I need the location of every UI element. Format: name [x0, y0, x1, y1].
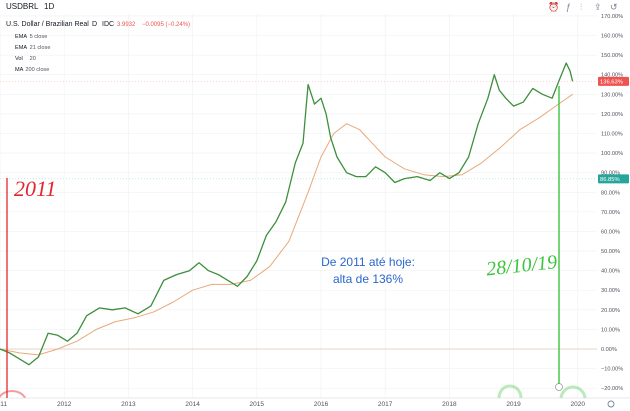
- y-tick-label: 80.00%: [601, 190, 620, 196]
- event-dot: [555, 383, 563, 391]
- legend-interval: D: [92, 21, 97, 28]
- indicator-param: 20: [30, 56, 36, 62]
- y-tick-label: 150.00%: [601, 53, 623, 59]
- y-tick-label: 50.00%: [601, 249, 620, 255]
- alert-icon[interactable]: ⏰: [548, 2, 560, 12]
- price-badge: [598, 76, 629, 86]
- y-tick-label: −10.00%: [601, 367, 623, 373]
- publish-icon[interactable]: ⇪: [594, 2, 602, 12]
- x-tick-label: 2017: [378, 401, 393, 408]
- indicator-param: 21 close: [30, 45, 51, 51]
- chart-legend: U.S. Dollar / Brazilian Real D IDC 3.993…: [6, 21, 190, 73]
- annotation-markers: [0, 60, 630, 411]
- y-tick-label: 0.00%: [601, 347, 617, 353]
- price-badges: 136.63% 86.85%: [0, 76, 629, 184]
- y-tick-label: 100.00%: [601, 151, 623, 157]
- indicators-icon[interactable]: ƒ: [566, 2, 572, 12]
- date-annotation-right: 28/10/19: [485, 86, 560, 384]
- y-tick-label: 20.00%: [601, 308, 620, 314]
- settings-gear-icon: [607, 400, 615, 408]
- indicator-param: 5 close: [30, 34, 48, 40]
- symbol-label[interactable]: USDBRL: [6, 2, 39, 11]
- y-tick-label: 10.00%: [601, 327, 620, 333]
- x-tick-label: 2012: [57, 401, 72, 408]
- indicator-param: 200 close: [25, 67, 49, 73]
- year-annotation-left: 2011: [6, 176, 56, 398]
- top-toolbar: USDBRL 1D ⏰ ƒ ⫶ ⇪ ↺: [0, 0, 630, 14]
- x-axis: 2011 2012 2013 2014 2015 2016 2017 2018 2019 2020: [0, 397, 630, 411]
- y-tick-label: 30.00%: [601, 288, 620, 294]
- x-tick-label: 2013: [121, 401, 136, 408]
- callout-line-2: alta de 136%: [333, 272, 403, 286]
- y-axis: −20.00% −10.00% 0.00% 10.00% 20.00% 30.00% 40.…: [597, 14, 630, 398]
- price-badge-label: 86.85%: [600, 177, 620, 183]
- indicator-name: EMA: [15, 45, 27, 51]
- year-annotation-text: 2011: [14, 176, 56, 201]
- indicator-name: EMA: [15, 34, 27, 40]
- y-tick-label: 40.00%: [601, 269, 620, 275]
- chart-grid: [0, 14, 597, 398]
- interval-label[interactable]: 1D: [44, 2, 55, 11]
- price-badge-label: 136.63%: [600, 80, 623, 86]
- indicator-name: Vol: [15, 56, 23, 62]
- y-tick-label: 60.00%: [601, 229, 620, 235]
- indicator-name: MA: [15, 67, 24, 73]
- date-annotation-text: 28/10/19: [485, 251, 558, 280]
- y-tick-label: 120.00%: [601, 112, 623, 118]
- settings-sliders-icon[interactable]: ⫶: [580, 2, 583, 12]
- x-tick-label: 2018: [442, 401, 457, 408]
- legend-change: −0.0095 (−0.24%): [142, 22, 190, 28]
- price-series: [0, 62, 574, 366]
- y-tick-label: 130.00%: [601, 92, 623, 98]
- y-tick-label: 90.00%: [601, 171, 620, 177]
- x-tick-label: 2011: [0, 401, 7, 408]
- y-tick-label: 170.00%: [601, 14, 623, 20]
- y-tick-label: 160.00%: [601, 34, 623, 40]
- x-axis-bg: [0, 398, 597, 411]
- undo-icon[interactable]: ↺: [610, 2, 618, 12]
- x-tick-label: 2015: [250, 401, 265, 408]
- x-tick-label: 2020: [571, 401, 586, 408]
- y-tick-label: 110.00%: [601, 132, 623, 138]
- legend-price: 3.9932: [117, 22, 136, 28]
- price-badge: [598, 174, 629, 184]
- y-axis-bg: [597, 14, 630, 398]
- callout-line-1: De 2011 até hoje:: [321, 255, 415, 269]
- x-tick-label: 2014: [185, 401, 200, 408]
- price-line: [0, 62, 574, 366]
- ema-line: [0, 93, 573, 356]
- y-tick-label: −20.00%: [601, 386, 623, 392]
- x-tick-label: 2019: [506, 401, 521, 408]
- legend-title: U.S. Dollar / Brazilian Real: [6, 21, 89, 28]
- legend-source: IDC: [102, 21, 114, 28]
- y-tick-label: 140.00%: [601, 73, 623, 79]
- y-tick-label: 70.00%: [601, 210, 620, 216]
- x-tick-label: 2016: [314, 401, 329, 408]
- performance-callout: De 2011 até hoje: alta de 136%: [321, 255, 415, 286]
- ema-series: [0, 93, 573, 356]
